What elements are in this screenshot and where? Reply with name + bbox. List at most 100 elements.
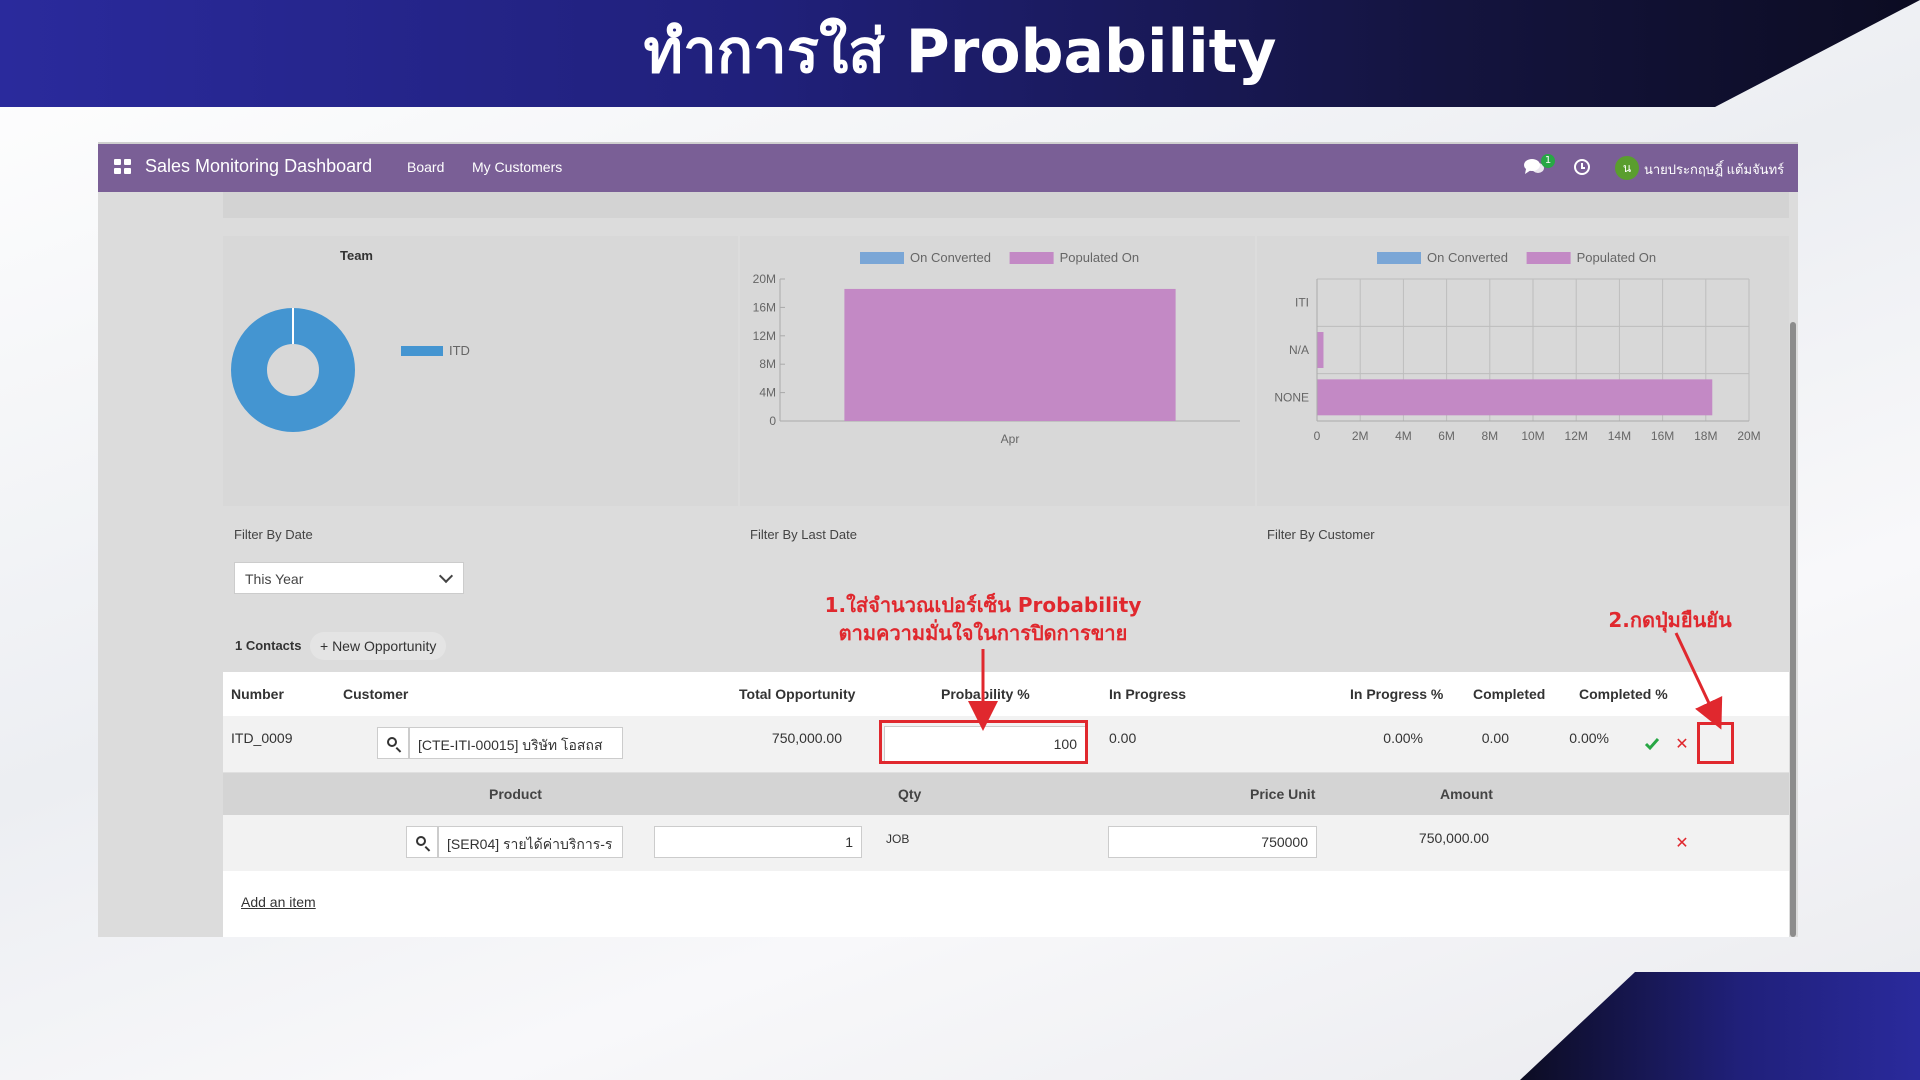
- delete-row-icon[interactable]: ✕: [1675, 734, 1689, 753]
- price-unit-input[interactable]: 750000: [1108, 826, 1317, 858]
- customer-input[interactable]: [CTE-ITI-00015] บริษัท โอสถส: [409, 727, 623, 759]
- delete-line-icon[interactable]: ✕: [1675, 833, 1689, 852]
- x-tick-label: 12M: [1565, 429, 1588, 443]
- y-tick-label: 12M: [753, 329, 776, 343]
- title-band: [0, 0, 1920, 107]
- y-tick-label: N/A: [1289, 343, 1309, 357]
- clock-icon[interactable]: [1574, 159, 1590, 175]
- row-completed: 0.00: [1481, 730, 1509, 746]
- bar-apr-series-1[interactable]: [844, 288, 1176, 421]
- x-tick-label: 2M: [1352, 429, 1369, 443]
- x-tick-label: 4M: [1395, 429, 1412, 443]
- confirm-check-icon[interactable]: [1644, 737, 1660, 751]
- x-tick-label: 20M: [1737, 429, 1760, 443]
- category-hbar-chart: On Converted Populated On 0 2M 4M 6M 8M 10M 12M 1…: [1274, 250, 1760, 443]
- team-chart-title: Team: [340, 248, 373, 263]
- annotation-step2: 2.กดปุ่มยืนยัน: [1608, 608, 1732, 632]
- filter-last-date-label: Filter By Last Date: [750, 527, 857, 542]
- line-subheader: Product Qty Price Unit Amount: [223, 773, 1789, 815]
- subheader-product: Product: [489, 786, 542, 802]
- customer-search-button[interactable]: [377, 727, 409, 759]
- category-chart-panel: On Converted Populated On 0 2M 4M 6M 8M 10M 12M 1…: [1257, 236, 1789, 506]
- user-name[interactable]: นายประกฤษฎิ์ แต้มจันทร์: [1644, 162, 1785, 177]
- annotation-step1-line2: ตามความมั่นใจในการปิดการขาย: [838, 621, 1128, 645]
- legend-swatch-0: [1377, 252, 1421, 264]
- legend-label-0[interactable]: On Converted: [1427, 250, 1508, 265]
- subheader-amount: Amount: [1440, 786, 1493, 802]
- header-customer: Customer: [343, 686, 409, 702]
- header-in-progress-pct: In Progress %: [1350, 686, 1444, 702]
- y-tick-label: 0: [769, 414, 776, 428]
- slide-title: ทำการใส่ Probability: [643, 17, 1277, 87]
- search-icon: [387, 737, 397, 747]
- hbar-none-series-1[interactable]: [1317, 379, 1713, 416]
- menu-board[interactable]: Board: [407, 159, 445, 175]
- slide-title-bar: ทำการใส่ Probability: [0, 0, 1920, 107]
- header-completed: Completed: [1473, 686, 1546, 702]
- y-tick-label: ITI: [1295, 296, 1309, 310]
- new-opportunity-button[interactable]: + New Opportunity: [310, 632, 447, 660]
- row-total-opportunity: 750,000.00: [771, 730, 842, 746]
- header-completed-pct: Completed %: [1579, 686, 1668, 702]
- menu-my-customers[interactable]: My Customers: [472, 159, 563, 175]
- row-in-progress-pct: 0.00%: [1383, 730, 1423, 746]
- x-tick-label: 0: [1314, 429, 1321, 443]
- header-probability: Probability %: [941, 686, 1030, 702]
- legend-swatch-0: [860, 252, 904, 264]
- legend-label-0[interactable]: On Converted: [910, 250, 991, 265]
- chat-icon[interactable]: [1523, 158, 1545, 176]
- user-avatar[interactable]: น: [1615, 156, 1639, 180]
- add-item-link[interactable]: Add an item: [241, 894, 316, 910]
- monthly-chart-panel: On Converted Populated On 0 4M 8M 12M 16M 20M Ap…: [740, 236, 1255, 506]
- chevron-down-icon: [438, 568, 454, 584]
- team-donut-chart: ITD: [231, 308, 470, 432]
- x-tick-label: 14M: [1608, 429, 1631, 443]
- add-item-row: Add an item: [223, 871, 1789, 937]
- legend-swatch-1: [1009, 252, 1054, 264]
- y-tick-label: 20M: [753, 272, 776, 286]
- row-completed-pct: 0.00%: [1569, 730, 1609, 746]
- subheader-qty: Qty: [898, 786, 922, 802]
- product-search-button[interactable]: [406, 826, 438, 858]
- monthly-bar-chart: On Converted Populated On 0 4M 8M 12M 16M 20M Ap…: [753, 250, 1240, 446]
- x-tick-label: Apr: [1001, 432, 1020, 446]
- app-window: Sales Monitoring Dashboard Board My Cust…: [98, 142, 1798, 937]
- apps-grid-icon[interactable]: [114, 159, 132, 175]
- product-input[interactable]: [SER04] รายได้ค่าบริการ-ร: [438, 826, 623, 858]
- x-tick-label: 6M: [1438, 429, 1455, 443]
- legend-swatch-1: [1526, 252, 1571, 264]
- row-in-progress: 0.00: [1109, 730, 1137, 746]
- subheader-price-unit: Price Unit: [1250, 786, 1316, 802]
- header-in-progress: In Progress: [1109, 686, 1187, 702]
- header-number: Number: [231, 686, 284, 702]
- x-tick-label: 16M: [1651, 429, 1674, 443]
- vertical-scrollbar[interactable]: [1790, 322, 1796, 937]
- y-tick-label: 16M: [753, 300, 776, 314]
- filter-date-select[interactable]: This Year: [234, 562, 464, 594]
- line-amount: 750,000.00: [1418, 830, 1489, 846]
- contacts-count: 1 Contacts: [235, 638, 302, 653]
- probability-highlight-box: [879, 720, 1088, 764]
- legend-label-1[interactable]: Populated On: [1577, 250, 1657, 265]
- confirm-highlight-box: [1697, 722, 1734, 764]
- x-tick-label: 18M: [1694, 429, 1717, 443]
- x-tick-label: 8M: [1481, 429, 1498, 443]
- x-tick-label: 10M: [1521, 429, 1544, 443]
- team-chart-panel: Team ITD: [223, 236, 738, 506]
- table-header: Number Customer Total Opportunity Probab…: [223, 672, 1789, 716]
- uom-label: JOB: [886, 832, 910, 846]
- qty-input[interactable]: 1: [654, 826, 862, 858]
- header-total-opportunity: Total Opportunity: [739, 686, 856, 702]
- y-tick-label: 4M: [759, 386, 776, 400]
- annotation-step1: 1.ใส่จำนวณเปอร์เซ็น Probability ตามความม…: [808, 591, 1158, 647]
- hbar-na-series-1[interactable]: [1317, 332, 1324, 368]
- legend-label-itd[interactable]: ITD: [449, 343, 470, 358]
- app-brand[interactable]: Sales Monitoring Dashboard: [145, 156, 373, 176]
- annotation-step1-line1: 1.ใส่จำนวณเปอร์เซ็น Probability: [824, 593, 1142, 617]
- search-icon: [416, 836, 426, 846]
- opportunity-table: Number Customer Total Opportunity Probab…: [223, 672, 1789, 937]
- filter-date-value: This Year: [245, 571, 304, 587]
- legend-label-1[interactable]: Populated On: [1060, 250, 1140, 265]
- row-number[interactable]: ITD_0009: [231, 730, 293, 746]
- filter-customer-label: Filter By Customer: [1267, 527, 1375, 542]
